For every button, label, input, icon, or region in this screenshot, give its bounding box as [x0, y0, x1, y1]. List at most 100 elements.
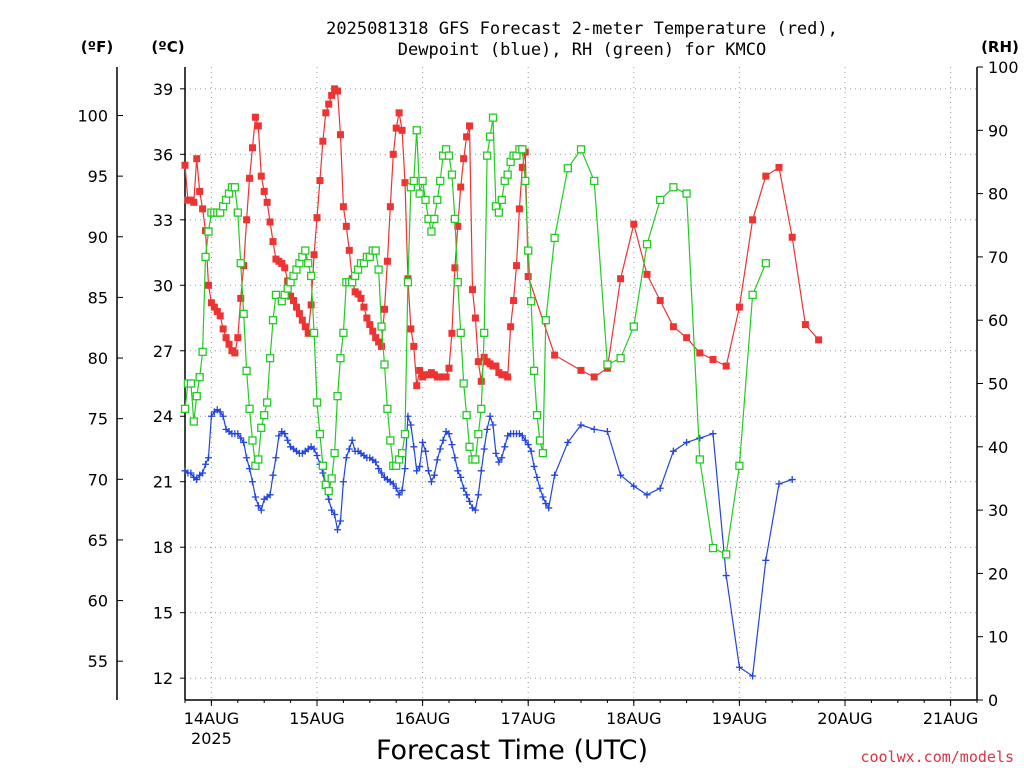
data-point: [603, 428, 611, 436]
data-point: [315, 429, 325, 439]
data-point: [457, 473, 465, 481]
data-point: [482, 151, 492, 160]
data-point: [643, 491, 651, 499]
data-point: [284, 436, 292, 444]
data-point: [301, 246, 310, 255]
data-point: [240, 438, 248, 446]
data-point: [494, 208, 504, 217]
x-tick-label: 14AUG: [184, 709, 239, 728]
data-point: [590, 425, 598, 433]
data-point: [378, 469, 386, 477]
data-point: [465, 442, 474, 451]
data-point: [564, 438, 572, 446]
data-point: [551, 351, 559, 359]
data-point: [366, 321, 374, 329]
data-point: [245, 404, 254, 413]
fahrenheit-tick-label: 100: [77, 107, 108, 126]
data-point: [541, 316, 550, 325]
data-point: [515, 205, 523, 213]
data-point: [708, 543, 718, 553]
data-point: [483, 425, 491, 433]
data-point: [234, 334, 242, 342]
data-point: [375, 338, 383, 346]
data-point: [457, 183, 465, 191]
fahrenheit-tick-label: 60: [88, 592, 108, 611]
data-point: [630, 220, 638, 228]
data-point: [301, 323, 309, 331]
data-point: [225, 340, 233, 348]
data-point: [383, 257, 391, 265]
x-tick-label: 18AUG: [606, 709, 661, 728]
data-point: [377, 322, 386, 331]
data-point: [788, 233, 796, 241]
data-point: [312, 398, 322, 407]
data-point: [454, 222, 462, 230]
data-point: [410, 443, 418, 451]
data-point: [448, 329, 456, 337]
data-point: [243, 454, 251, 462]
x-tick-label: 21AUG: [923, 709, 978, 728]
data-point: [357, 294, 365, 302]
data-point: [333, 392, 342, 401]
data-point: [204, 227, 213, 236]
data-point: [231, 349, 239, 357]
data-point: [486, 412, 494, 420]
data-point: [536, 484, 544, 492]
data-point: [656, 297, 664, 305]
data-point: [456, 328, 465, 338]
data-point: [269, 471, 277, 479]
data-point: [334, 526, 342, 534]
data-point: [529, 366, 539, 375]
celsius-tick-label: 36: [153, 145, 173, 164]
data-point: [422, 447, 430, 455]
data-point: [392, 484, 400, 492]
data-point: [492, 449, 500, 457]
unit-label-celsius: (ºC): [151, 38, 184, 56]
data-point: [538, 448, 548, 458]
data-point: [318, 461, 328, 470]
data-point: [398, 486, 406, 494]
data-point: [202, 460, 210, 468]
x-tick-label: 20AUG: [817, 709, 872, 728]
celsius-tick-label: 39: [153, 80, 173, 99]
data-point: [683, 438, 691, 446]
data-point: [430, 214, 439, 224]
data-point: [271, 290, 281, 300]
data-point: [532, 410, 542, 420]
data-point: [281, 264, 289, 272]
data-point: [416, 462, 424, 470]
data-point: [313, 214, 321, 222]
celsius-tick-label: 24: [153, 407, 173, 426]
data-point: [471, 455, 480, 464]
data-point: [254, 455, 263, 464]
data-point: [219, 412, 227, 420]
data-point: [451, 264, 459, 272]
data-point: [360, 303, 368, 311]
data-point: [524, 441, 532, 449]
data-point: [268, 316, 278, 325]
data-point: [669, 323, 677, 331]
data-point: [471, 506, 479, 514]
data-point: [310, 251, 318, 259]
data-point: [330, 448, 339, 458]
data-point: [369, 327, 377, 335]
data-point: [354, 290, 362, 298]
data-point: [412, 126, 421, 135]
data-point: [507, 323, 515, 331]
data-point: [386, 436, 395, 445]
data-point: [380, 360, 389, 369]
data-point: [236, 259, 245, 268]
data-point: [424, 467, 432, 475]
data-point: [642, 240, 652, 249]
data-point: [199, 205, 207, 213]
data-point: [254, 502, 262, 510]
data-point: [409, 176, 418, 186]
chart-title-line1: 2025081318 GFS Forecast 2-meter Temperat…: [326, 19, 838, 39]
data-point: [309, 328, 319, 338]
data-point: [237, 434, 245, 442]
data-point: [342, 454, 350, 462]
data-point: [222, 334, 230, 342]
data-point: [392, 124, 400, 132]
data-point: [436, 176, 445, 186]
data-point: [576, 145, 586, 154]
